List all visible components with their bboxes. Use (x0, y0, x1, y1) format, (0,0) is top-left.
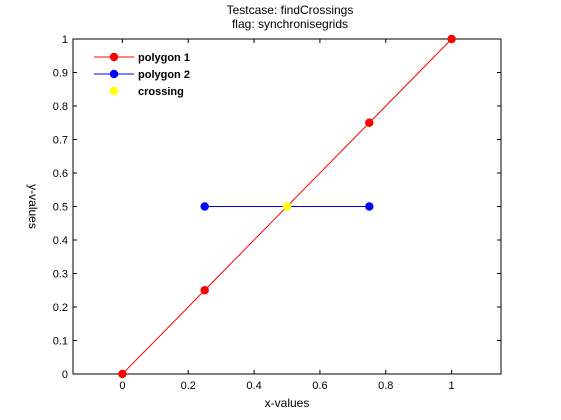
y-tick-label: 0.7 (53, 135, 68, 147)
legend-item-crossing: crossing (109, 86, 184, 98)
y-tick-label: 0.5 (53, 202, 68, 214)
y-tick-label: 0.3 (53, 269, 68, 281)
y-tick-label: 0.1 (53, 336, 68, 348)
data-point-crossing (282, 202, 292, 211)
x-tick-label: 1 (449, 380, 455, 392)
y-axis-label: y-values (26, 184, 40, 229)
y-axis-ticks: 0 0.1 0.2 0.3 0.4 0.5 0.6 0.7 0.8 0.9 1 (53, 34, 501, 381)
legend-label: polygon 2 (138, 69, 190, 81)
legend-item-polygon-2: polygon 2 (94, 69, 190, 81)
legend-marker (109, 52, 119, 62)
y-tick-label: 0.9 (53, 68, 68, 80)
y-tick-label: 0 (62, 369, 68, 381)
x-tick-label: 0.6 (312, 380, 327, 392)
chart-title: Testcase: findCrossings flag: synchronis… (227, 3, 354, 31)
legend-item-polygon-1: polygon 1 (94, 52, 190, 64)
series-layer (118, 34, 456, 379)
y-tick-label: 1 (62, 34, 68, 46)
x-tick-label: 0.4 (246, 380, 261, 392)
data-point-polygon-1 (365, 118, 374, 127)
y-tick-label: 0.6 (53, 168, 68, 180)
chart-title-line-1: Testcase: findCrossings (227, 3, 354, 17)
legend: polygon 1 polygon 2 crossing (94, 52, 190, 98)
y-tick-label: 0.2 (53, 302, 68, 314)
x-tick-label: 0.8 (378, 380, 393, 392)
chart-title-line-2: flag: synchronisegrids (232, 17, 348, 31)
x-tick-label: 0.2 (181, 380, 196, 392)
legend-label: polygon 1 (138, 52, 190, 64)
series-crossing (282, 202, 292, 211)
data-point-polygon-1 (447, 34, 456, 44)
legend-marker (109, 69, 119, 79)
x-tick-label: 0 (119, 380, 125, 392)
data-point-polygon-1 (118, 369, 127, 379)
data-point-polygon-1 (200, 286, 209, 295)
legend-marker (109, 86, 119, 96)
data-point-polygon-2 (365, 202, 374, 211)
legend-label: crossing (138, 86, 184, 98)
y-tick-label: 0.4 (53, 235, 68, 247)
x-axis-label: x-values (265, 396, 310, 410)
data-point-polygon-2 (200, 202, 209, 211)
y-tick-label: 0.8 (53, 101, 68, 113)
